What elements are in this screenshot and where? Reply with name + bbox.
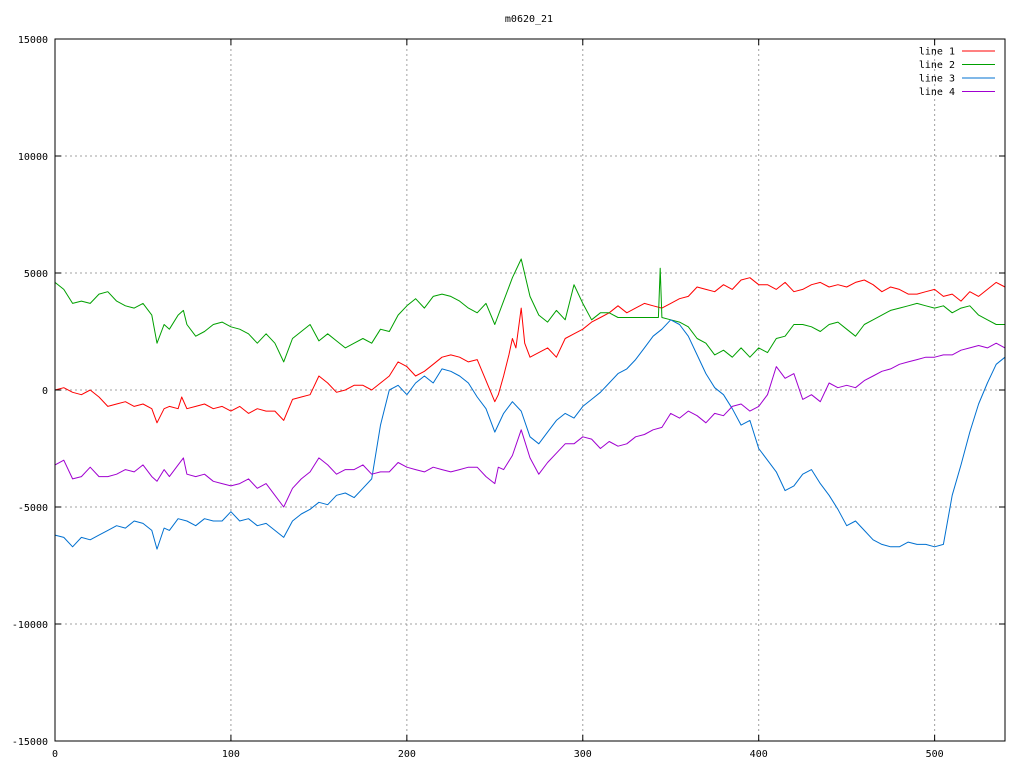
series-line-1 — [54, 277, 1006, 424]
series-line-4 — [54, 342, 1006, 508]
y-tick-label: 10000 — [18, 152, 48, 163]
plot-series — [54, 258, 1006, 550]
series-line-2 — [54, 258, 1005, 363]
y-tick-label: -15000 — [12, 737, 48, 748]
x-tick-label: 500 — [926, 749, 944, 760]
y-tick-label: -5000 — [18, 503, 48, 514]
legend-label: line 3 — [919, 74, 955, 85]
y-tick-label: 15000 — [18, 35, 48, 46]
x-tick-label: 400 — [750, 749, 768, 760]
chart-title: m0620_21 — [505, 14, 553, 25]
y-tick-label: 5000 — [24, 269, 48, 280]
x-tick-label: 200 — [398, 749, 416, 760]
x-tick-label: 0 — [52, 749, 58, 760]
y-tick-label: 0 — [42, 386, 48, 397]
axis-ticks: 0 100 200 300 400 500 15000 10000 5000 0 -5000 -100… — [12, 35, 1005, 760]
grid — [55, 39, 1005, 741]
x-tick-label: 300 — [574, 749, 592, 760]
legend-label: line 1 — [919, 47, 955, 58]
legend-label: line 2 — [919, 60, 955, 71]
x-tick-label: 100 — [222, 749, 240, 760]
legend: line 1 line 2 line 3 line 4 — [919, 47, 995, 98]
y-tick-label: -10000 — [12, 620, 48, 631]
series-line-3 — [54, 319, 1006, 550]
legend-label: line 4 — [919, 87, 955, 98]
